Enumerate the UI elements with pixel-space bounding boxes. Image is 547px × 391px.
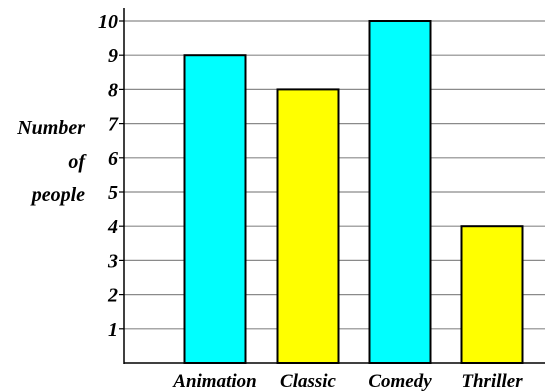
- axes: [119, 8, 545, 364]
- y-tick-label-6: 6: [108, 148, 118, 170]
- bar-comedy: [368, 20, 432, 364]
- y-tick-labels: 1 2 3 4 5 6 7 8 9 10: [98, 11, 119, 341]
- bar-thriller: [460, 225, 524, 364]
- y-tick-label-10: 10: [98, 11, 118, 33]
- y-axis-title-line-1: Number: [16, 117, 85, 139]
- y-tick-label-9: 9: [108, 45, 118, 67]
- y-axis-title-line-3: people: [30, 184, 85, 206]
- y-tick-label-1: 1: [108, 319, 118, 341]
- x-label-thriller: Thriller: [461, 371, 523, 391]
- x-label-classic: Classic: [280, 371, 337, 391]
- y-axis-title-line-2: of: [68, 151, 87, 173]
- x-category-labels: Animation Classic Comedy Thriller: [172, 371, 523, 391]
- y-tick-label-5: 5: [108, 182, 118, 204]
- y-axis-title: Number of people: [16, 117, 87, 206]
- bar-animation: [183, 54, 247, 364]
- y-tick-label-7: 7: [108, 114, 119, 136]
- y-tick-label-2: 2: [107, 285, 118, 307]
- bar-classic: [276, 88, 340, 365]
- y-tick-label-4: 4: [107, 216, 118, 238]
- y-tick-label-8: 8: [108, 79, 118, 101]
- x-label-animation: Animation: [172, 371, 256, 391]
- y-tick-label-3: 3: [107, 250, 118, 272]
- x-label-comedy: Comedy: [368, 371, 432, 391]
